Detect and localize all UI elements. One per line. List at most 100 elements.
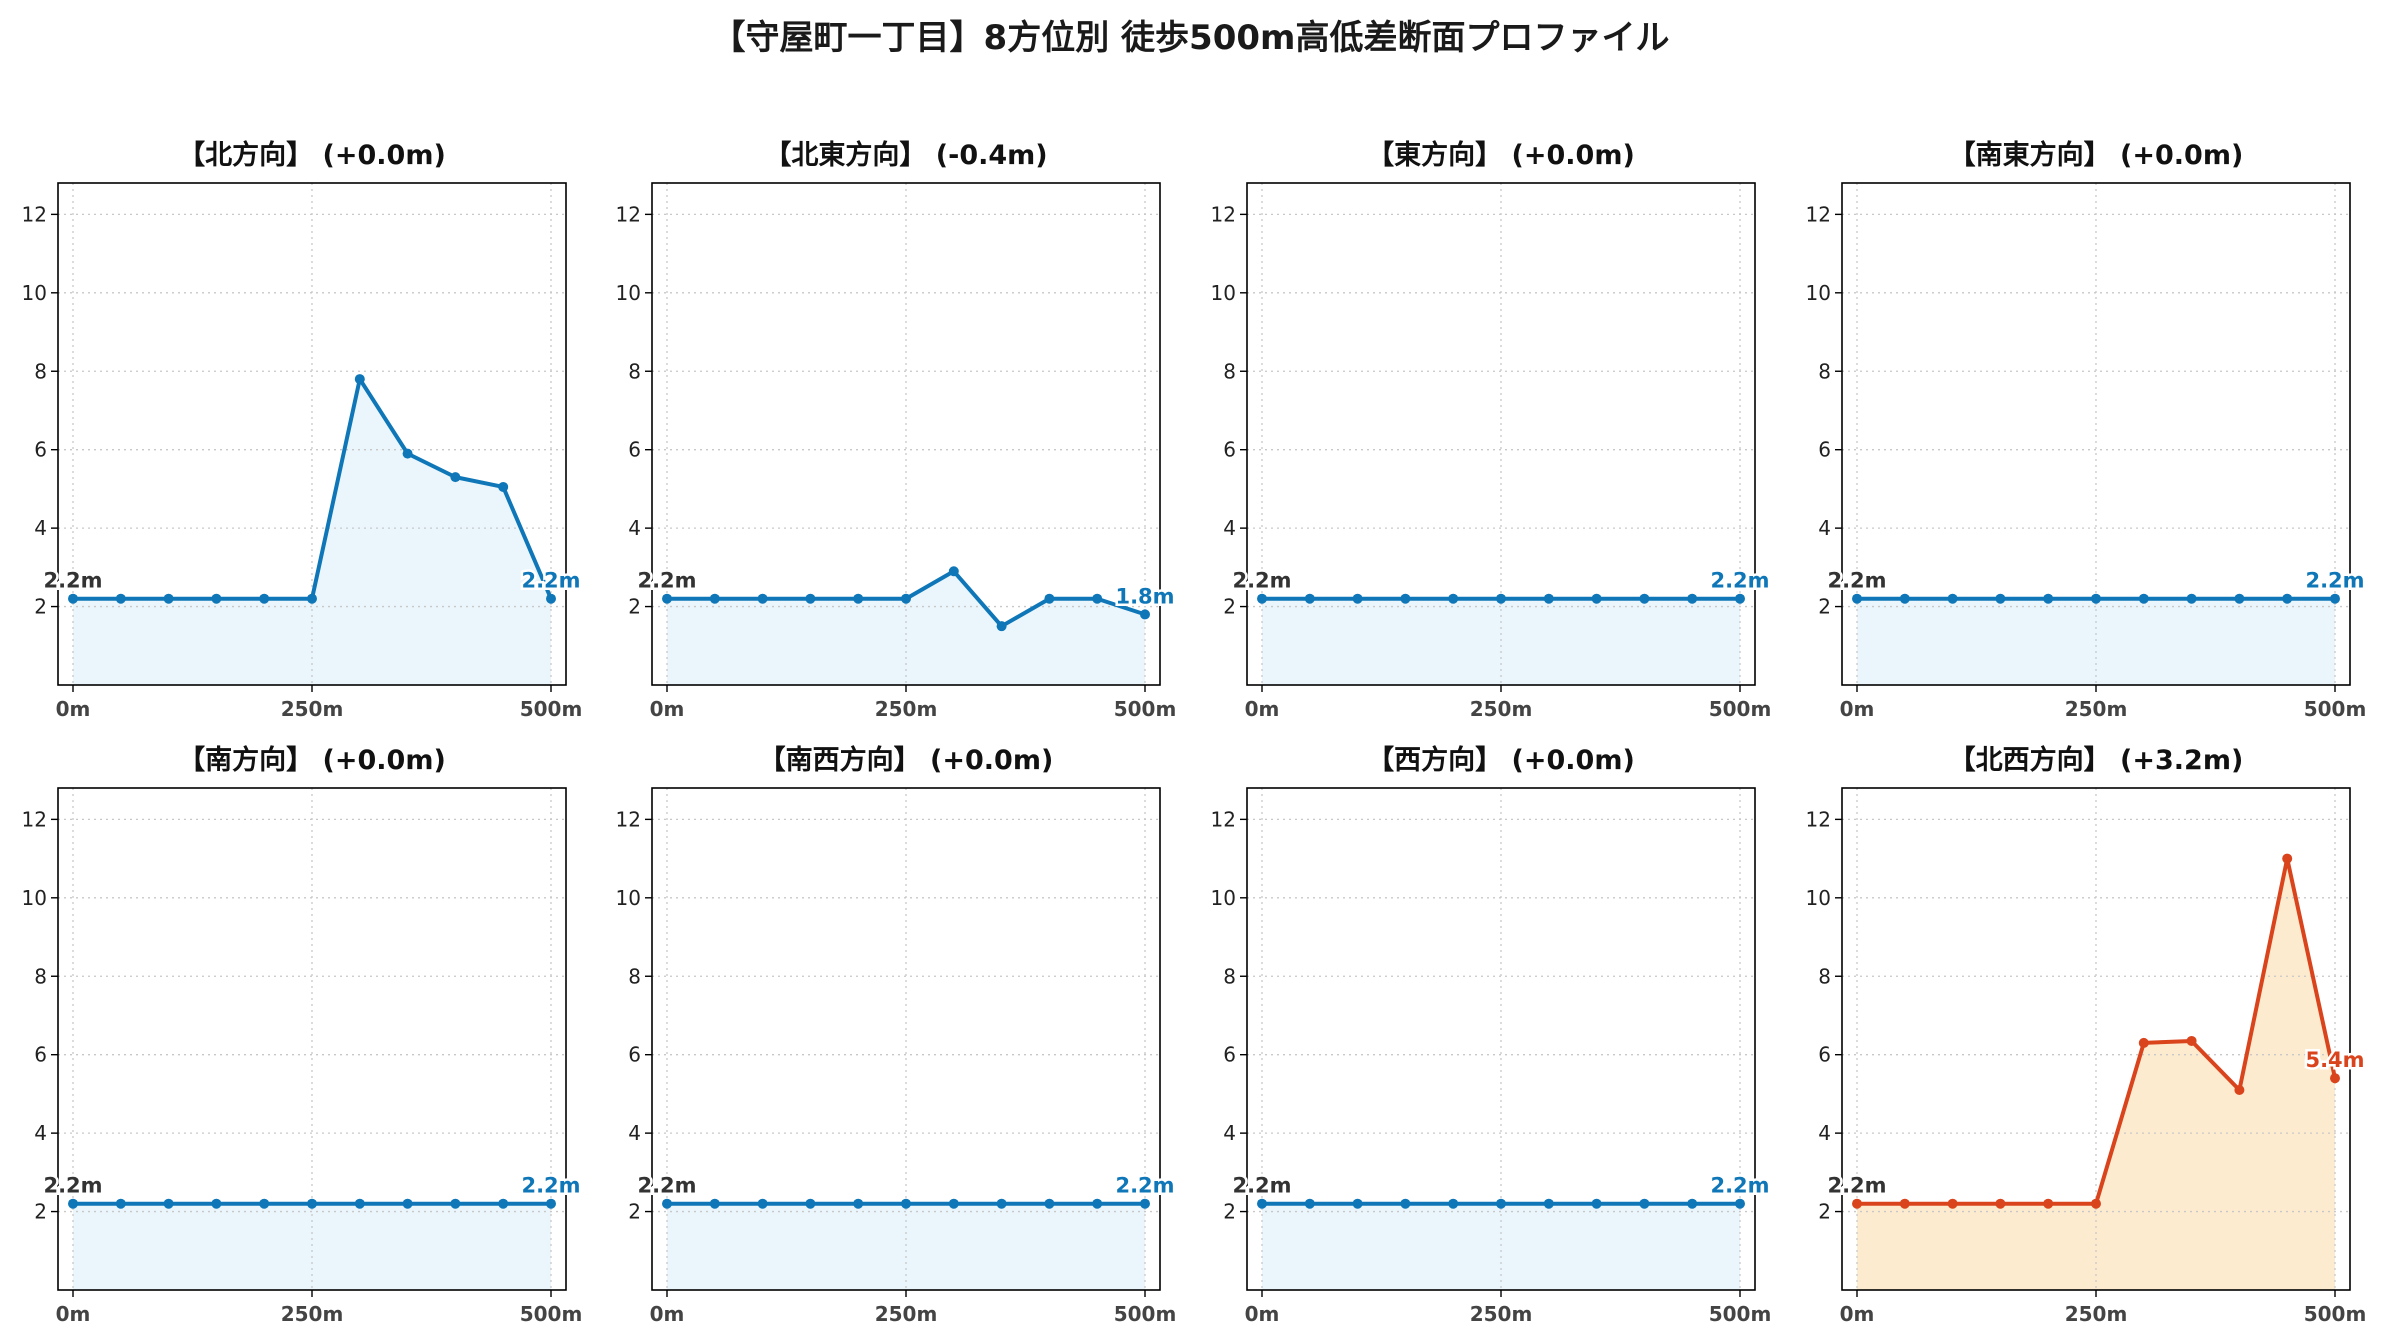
data-point (1899, 1198, 1910, 1209)
data-point (1352, 1198, 1363, 1209)
panel-title: 【西方向】 (+0.0m) (1367, 744, 1635, 776)
x-tick-label: 250m (281, 1302, 344, 1326)
data-point (2138, 1037, 2149, 1048)
data-point (450, 1198, 461, 1209)
y-tick-label: 2 (1818, 595, 1831, 619)
x-tick-label: 500m (2304, 697, 2367, 721)
area-fill (1262, 598, 1740, 685)
data-point (1687, 593, 1698, 604)
y-tick-label: 8 (34, 359, 47, 383)
x-tick-label: 250m (2065, 697, 2128, 721)
data-point (948, 1198, 959, 1209)
data-point (1995, 1198, 2006, 1209)
data-point (2043, 593, 2054, 604)
y-tick-label: 4 (628, 516, 641, 540)
data-point (2330, 593, 2340, 604)
data-point (259, 1198, 270, 1209)
data-point (901, 593, 911, 604)
page-title: 【守屋町一丁目】8方位別 徒歩500m高低差断面プロファイル (711, 18, 1670, 58)
data-point (1687, 1198, 1698, 1209)
data-point (259, 593, 270, 604)
data-point (115, 593, 126, 604)
data-point (1995, 593, 2006, 604)
data-point (450, 472, 461, 483)
x-tick-label: 500m (520, 697, 583, 721)
profile-panel-4: 2 4 6 8 10 12 0m 250m 500m 【南方向】 (+0.0m) 2.2m 2.2m (22, 744, 584, 1326)
x-tick-label: 250m (875, 1302, 938, 1326)
y-tick-label: 10 (22, 886, 47, 910)
data-point (757, 593, 768, 604)
data-point (1304, 1198, 1315, 1209)
data-point (2330, 1073, 2340, 1084)
y-tick-label: 6 (1223, 1043, 1236, 1067)
data-point (211, 593, 222, 604)
y-tick-label: 6 (1223, 438, 1236, 462)
area-fill (1857, 858, 2335, 1290)
end-value-label: 5.4m (2305, 1048, 2364, 1072)
y-tick-label: 6 (1818, 1043, 1831, 1067)
data-point (2043, 1198, 2054, 1209)
end-value-label: 2.2m (521, 1174, 580, 1198)
data-point (1092, 593, 1103, 604)
y-tick-label: 4 (1818, 516, 1831, 540)
data-point (546, 593, 556, 604)
y-tick-label: 6 (34, 438, 47, 462)
y-tick-label: 8 (628, 359, 641, 383)
data-point (1852, 593, 1862, 604)
data-point (354, 374, 365, 385)
data-point (901, 1198, 911, 1209)
y-tick-label: 6 (1818, 438, 1831, 462)
data-point (2282, 593, 2293, 604)
data-point (709, 1198, 720, 1209)
x-tick-label: 250m (875, 697, 938, 721)
y-tick-label: 12 (1211, 807, 1236, 831)
data-point (1140, 1198, 1150, 1209)
profile-panel-1: 2 4 6 8 10 12 0m 250m 500m 【北東方向】 (-0.4m) 2.2m 1.8m (616, 139, 1178, 721)
x-tick-label: 250m (281, 697, 344, 721)
panel-title: 【北方向】 (+0.0m) (178, 139, 446, 171)
data-point (996, 1198, 1007, 1209)
panel-title: 【南西方向】 (+0.0m) (759, 744, 1054, 776)
data-point (1044, 593, 1055, 604)
start-value-label: 2.2m (1827, 1174, 1886, 1198)
data-point (1448, 593, 1459, 604)
data-point (1947, 1198, 1958, 1209)
y-tick-label: 4 (1223, 1121, 1236, 1145)
y-tick-label: 2 (1223, 595, 1236, 619)
y-tick-label: 4 (34, 1121, 47, 1145)
y-tick-label: 10 (1211, 886, 1236, 910)
data-point (2282, 853, 2293, 864)
y-tick-label: 4 (1223, 516, 1236, 540)
data-point (68, 593, 78, 604)
data-point (1735, 593, 1745, 604)
y-tick-label: 12 (1806, 807, 1831, 831)
data-point (2091, 1198, 2101, 1209)
x-tick-label: 250m (2065, 1302, 2128, 1326)
data-point (948, 566, 959, 577)
data-point (1947, 593, 1958, 604)
start-value-label: 2.2m (1827, 569, 1886, 593)
area-fill (1262, 1203, 1740, 1290)
area-fill (667, 1203, 1145, 1290)
data-point (2234, 1084, 2245, 1095)
x-tick-label: 500m (2304, 1302, 2367, 1326)
data-point (1257, 593, 1267, 604)
profile-panel-0: 2 4 6 8 10 12 0m 250m 500m 【北方向】 (+0.0m) 2.2m 2.2m (22, 139, 584, 721)
x-tick-label: 0m (1840, 1302, 1875, 1326)
y-tick-label: 2 (628, 1200, 641, 1224)
end-value-label: 2.2m (1115, 1174, 1174, 1198)
start-value-label: 2.2m (43, 1174, 102, 1198)
data-point (1591, 593, 1602, 604)
profile-panel-7: 2 4 6 8 10 12 0m 250m 500m 【北西方向】 (+3.2m) 2.2m 5.4m (1806, 744, 2368, 1326)
data-point (1496, 593, 1506, 604)
data-point (2234, 593, 2245, 604)
y-tick-label: 2 (34, 1200, 47, 1224)
panel-title: 【南方向】 (+0.0m) (178, 744, 446, 776)
data-point (1044, 1198, 1055, 1209)
data-point (1092, 1198, 1103, 1209)
y-tick-label: 4 (1818, 1121, 1831, 1145)
start-value-label: 2.2m (43, 569, 102, 593)
area-fill (1857, 598, 2335, 685)
data-point (402, 448, 413, 459)
